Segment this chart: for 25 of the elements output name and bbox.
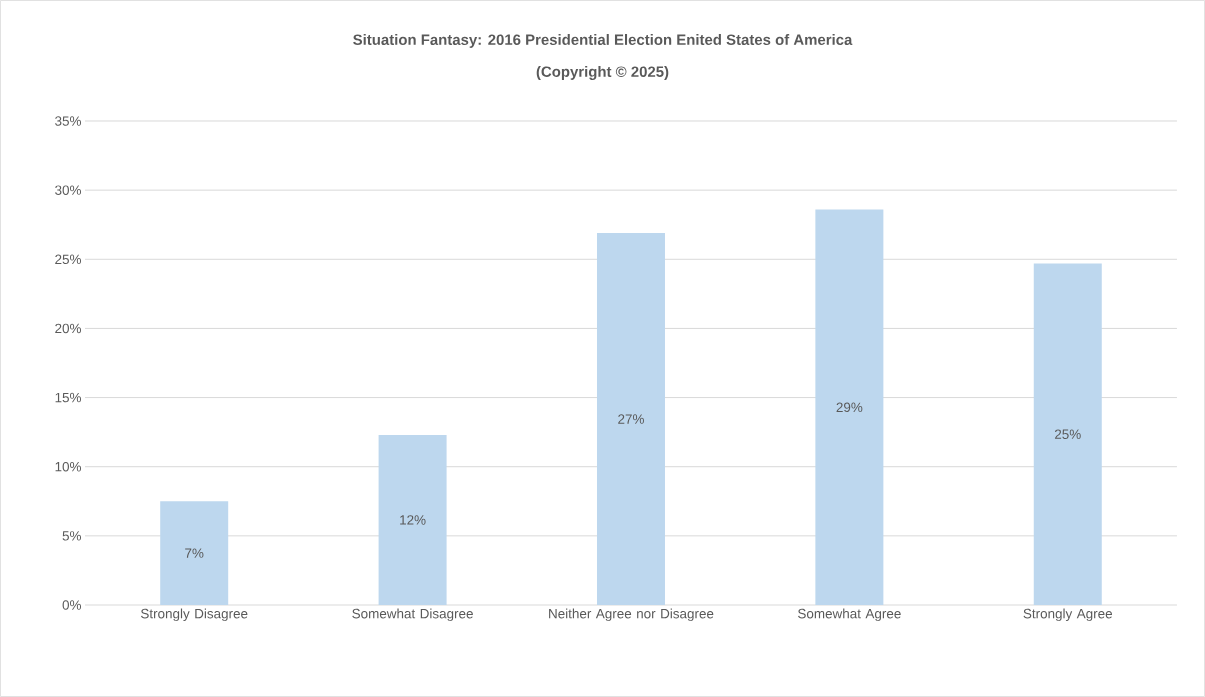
y-tick-label: 35% <box>55 116 81 126</box>
y-tick-label: 5% <box>62 531 81 541</box>
x-tick-label: Strongly Disagree <box>140 608 248 622</box>
y-tick-label: 10% <box>55 461 81 472</box>
bar <box>1033 263 1102 605</box>
x-tick-label: Neither Agree nor Disagree <box>549 608 714 622</box>
data-label: 25% <box>1054 429 1081 439</box>
y-tick-label: 25% <box>55 254 81 265</box>
chart-title: Situation Fantasy: 2016 Presidential Election Enited States of America <box>353 34 853 48</box>
data-label: 29% <box>836 402 863 413</box>
bar <box>596 233 665 605</box>
bar <box>160 501 229 605</box>
data-label: 27% <box>618 414 644 424</box>
y-tick-label: 30% <box>55 185 81 195</box>
bar <box>378 434 447 605</box>
y-tick-label: 0% <box>62 600 81 610</box>
x-tick-label: Strongly Agree <box>1023 608 1113 622</box>
data-label: 12% <box>400 515 426 525</box>
bar <box>815 209 884 605</box>
x-tick-label: Somewhat Agree <box>798 608 901 622</box>
y-tick-label: 15% <box>55 392 81 403</box>
x-tick-label: Somewhat Disagree <box>352 608 473 622</box>
chart-subtitle: (Copyright © 2025) <box>536 65 669 80</box>
data-label: 7% <box>185 548 204 558</box>
y-tick-label: 20% <box>55 323 81 334</box>
